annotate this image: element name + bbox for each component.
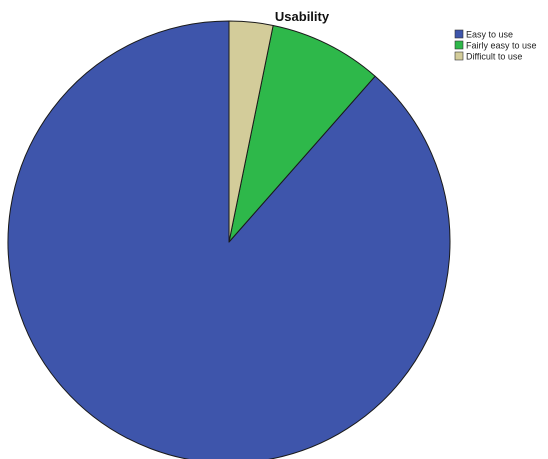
- legend-swatch-fairly-easy-to-use: [454, 40, 464, 50]
- pie-slice-fairly-easy-to-use: [228, 24, 376, 243]
- pie-slices: [7, 20, 451, 459]
- legend-swatch-difficult-to-use: [454, 51, 464, 61]
- legend-label-difficult-to-use: Difficult to use: [466, 52, 522, 62]
- legend-label-easy-to-use: Easy to use: [466, 30, 513, 40]
- legend-swatch-easy-to-use: [454, 29, 464, 39]
- chart-title: Usability: [275, 9, 330, 24]
- legend-label-fairly-easy-to-use: Fairly easy to use: [466, 41, 537, 51]
- pie-slice-difficult-to-use: [228, 20, 274, 243]
